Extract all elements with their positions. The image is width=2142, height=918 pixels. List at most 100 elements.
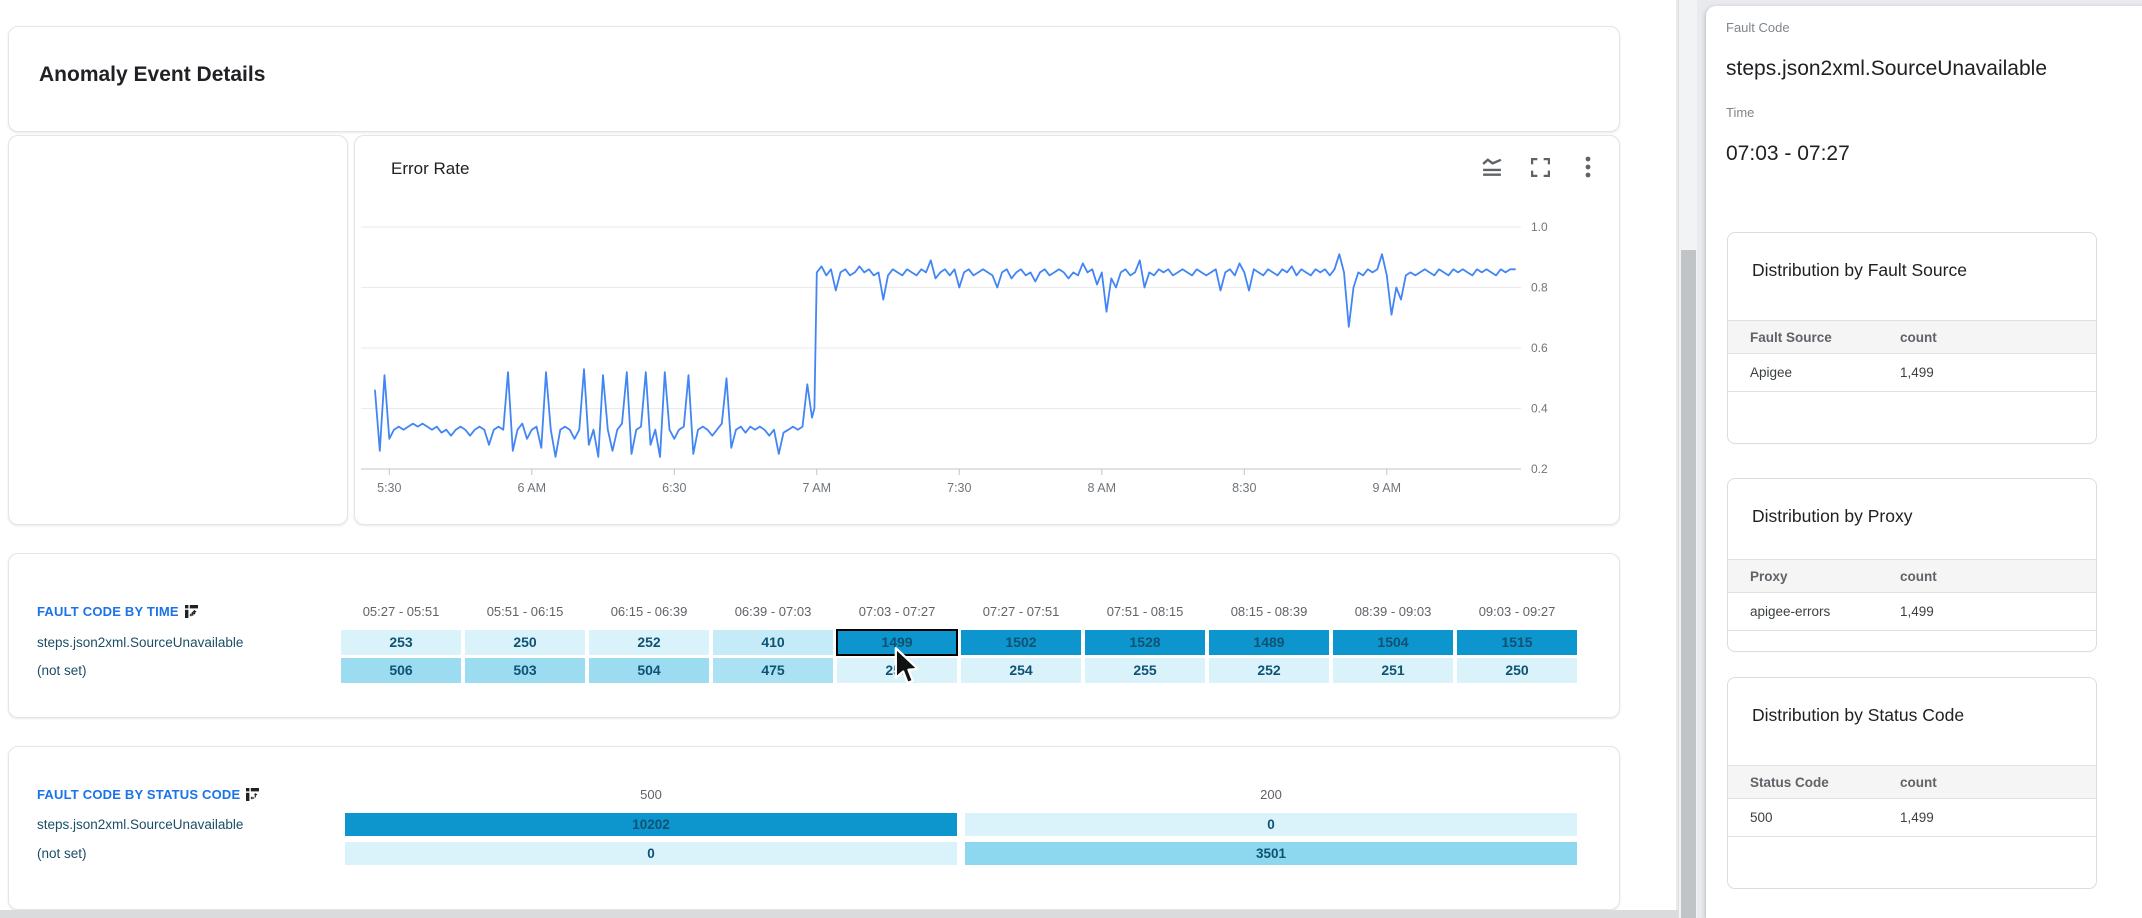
table-row: Apigee 1,499: [1728, 354, 2096, 392]
time-col-header: 09:03 - 09:27: [1478, 604, 1556, 619]
table-row-label: (not set): [37, 846, 87, 861]
column-header: Status Code: [1750, 774, 1829, 790]
heatmap-cell[interactable]: 253: [837, 658, 957, 683]
time-col-header: 08:15 - 08:39: [1230, 604, 1308, 619]
heatmap-cell[interactable]: 10202: [345, 813, 957, 836]
column-header: count: [1900, 329, 1937, 345]
heatmap-cell[interactable]: 251: [1333, 658, 1453, 683]
svg-text:0.6: 0.6: [1531, 341, 1548, 355]
time-col-header: 06:15 - 06:39: [610, 604, 688, 619]
bottom-scrollbar-track[interactable]: [0, 910, 1678, 918]
heatmap-cell[interactable]: 3501: [965, 842, 1577, 865]
column-header: count: [1900, 774, 1937, 790]
vertical-scrollbar[interactable]: [1678, 0, 1697, 918]
heatmap-cell[interactable]: 252: [589, 630, 709, 655]
fault-code-by-time-label: FAULT CODE BY TIME: [37, 604, 179, 619]
heatmap-cell[interactable]: 0: [965, 813, 1577, 836]
distribution-fault-source-card: Distribution by Fault Source Fault Sourc…: [1727, 232, 2097, 444]
distribution-status-code-card: Distribution by Status Code Status Code …: [1727, 677, 2097, 889]
heatmap-cell[interactable]: 504: [589, 658, 709, 683]
column-header: Fault Source: [1750, 329, 1832, 345]
card-title: Distribution by Status Code: [1752, 705, 1965, 725]
time-col-header: 08:39 - 09:03: [1354, 604, 1432, 619]
fault-code-by-status-label: FAULT CODE BY STATUS CODE: [37, 787, 241, 802]
page-title: Anomaly Event Details: [39, 63, 266, 86]
svg-text:9 AM: 9 AM: [1373, 481, 1402, 495]
fault-code-label: Fault Code: [1726, 20, 1790, 35]
heatmap-cell[interactable]: 503: [465, 658, 585, 683]
status-col-header: 500: [640, 787, 662, 802]
time-col-header: 07:03 - 07:27: [858, 604, 936, 619]
time-col-header: 05:51 - 06:15: [486, 604, 564, 619]
heatmap-cell[interactable]: 410: [713, 630, 833, 655]
heatmap-cell[interactable]: 1502: [961, 630, 1081, 655]
heatmap-cell[interactable]: 506: [341, 658, 461, 683]
heatmap-cell[interactable]: 1515: [1457, 630, 1577, 655]
table-row: apigee-errors 1,499: [1728, 593, 2096, 631]
table-row-label: (not set): [37, 663, 87, 678]
error-rate-card: Error Rate 0.2 0.4 0.6 0.8 1.0 5:: [354, 135, 1620, 525]
svg-text:7:30: 7:30: [947, 481, 971, 495]
svg-text:6:30: 6:30: [662, 481, 686, 495]
heatmap-cell[interactable]: 252: [1209, 658, 1329, 683]
pivot-table-icon: [246, 788, 260, 801]
time-col-header: 07:51 - 08:15: [1106, 604, 1184, 619]
heatmap-cell[interactable]: 253: [341, 630, 461, 655]
table-row-label: steps.json2xml.SourceUnavailable: [37, 635, 244, 650]
fault-code-by-time-card: FAULT CODE BY TIME 05:27 - 05:51 05:51 -…: [8, 553, 1620, 718]
fault-code-value: steps.json2xml.SourceUnavailable: [1726, 57, 2047, 80]
svg-text:0.2: 0.2: [1531, 462, 1548, 476]
heatmap-cell[interactable]: 475: [713, 658, 833, 683]
svg-text:5:30: 5:30: [377, 481, 401, 495]
svg-text:0.8: 0.8: [1531, 281, 1548, 295]
column-header: Proxy: [1750, 568, 1788, 584]
legend-toggle-icon[interactable]: [1481, 156, 1503, 178]
table-cell: apigee-errors: [1750, 604, 1831, 619]
heatmap-cell[interactable]: 255: [1085, 658, 1205, 683]
anomaly-details-card: Anomaly Event Details: [8, 26, 1620, 132]
time-col-header: 05:27 - 05:51: [362, 604, 440, 619]
svg-text:6 AM: 6 AM: [518, 481, 547, 495]
status-col-header: 200: [1260, 787, 1282, 802]
pivot-table-icon: [184, 605, 198, 618]
heatmap-cell[interactable]: 250: [465, 630, 585, 655]
time-col-header: 06:39 - 07:03: [734, 604, 812, 619]
svg-text:1.0: 1.0: [1531, 220, 1548, 234]
detail-sidebar: Fault Code steps.json2xml.SourceUnavaila…: [1706, 6, 2142, 918]
svg-text:8 AM: 8 AM: [1088, 481, 1117, 495]
table-header: Proxy count: [1728, 559, 2096, 593]
vertical-scrollbar-thumb[interactable]: [1681, 250, 1696, 918]
table-cell: 1,499: [1900, 365, 1934, 380]
distribution-proxy-card: Distribution by Proxy Proxy count apigee…: [1727, 478, 2097, 652]
more-vert-icon[interactable]: [1577, 156, 1599, 178]
column-header: count: [1900, 568, 1937, 584]
table-row: 500 1,499: [1728, 799, 2096, 837]
card-title: Distribution by Fault Source: [1752, 260, 1967, 280]
svg-text:0.4: 0.4: [1531, 402, 1548, 416]
svg-text:7 AM: 7 AM: [803, 481, 832, 495]
fault-code-by-status-card: FAULT CODE BY STATUS CODE 500 200 steps.…: [8, 746, 1620, 910]
heatmap-cell-selected[interactable]: 1499: [836, 629, 958, 656]
empty-panel-card: [8, 135, 348, 525]
time-value: 07:03 - 07:27: [1726, 142, 1850, 165]
error-rate-plot: 0.2 0.4 0.6 0.8 1.0 5:30 6 AM 6:30 7 AM 7:30 8 AM 8…: [361, 196, 1611, 506]
fault-code-by-status-link[interactable]: FAULT CODE BY STATUS CODE: [37, 787, 337, 808]
table-header: Fault Source count: [1728, 320, 2096, 354]
heatmap-cell[interactable]: 0: [345, 842, 957, 865]
heatmap-cell[interactable]: 254: [961, 658, 1081, 683]
time-col-header: 07:27 - 07:51: [982, 604, 1060, 619]
table-cell: Apigee: [1750, 365, 1793, 380]
time-label: Time: [1726, 105, 1755, 120]
heatmap-cell[interactable]: 250: [1457, 658, 1577, 683]
heatmap-cell[interactable]: 1528: [1085, 630, 1205, 655]
table-header: Status Code count: [1728, 765, 2096, 799]
card-title: Distribution by Proxy: [1752, 506, 1913, 526]
table-cell: 500: [1750, 810, 1773, 825]
main-pane: Anomaly Event Details Error Rate: [0, 0, 1676, 910]
chart-toolbar: [1481, 156, 1599, 178]
fullscreen-icon[interactable]: [1529, 156, 1551, 178]
heatmap-cell[interactable]: 1489: [1209, 630, 1329, 655]
heatmap-cell[interactable]: 1504: [1333, 630, 1453, 655]
table-cell: 1,499: [1900, 810, 1934, 825]
fault-code-by-time-link[interactable]: FAULT CODE BY TIME: [37, 604, 337, 627]
